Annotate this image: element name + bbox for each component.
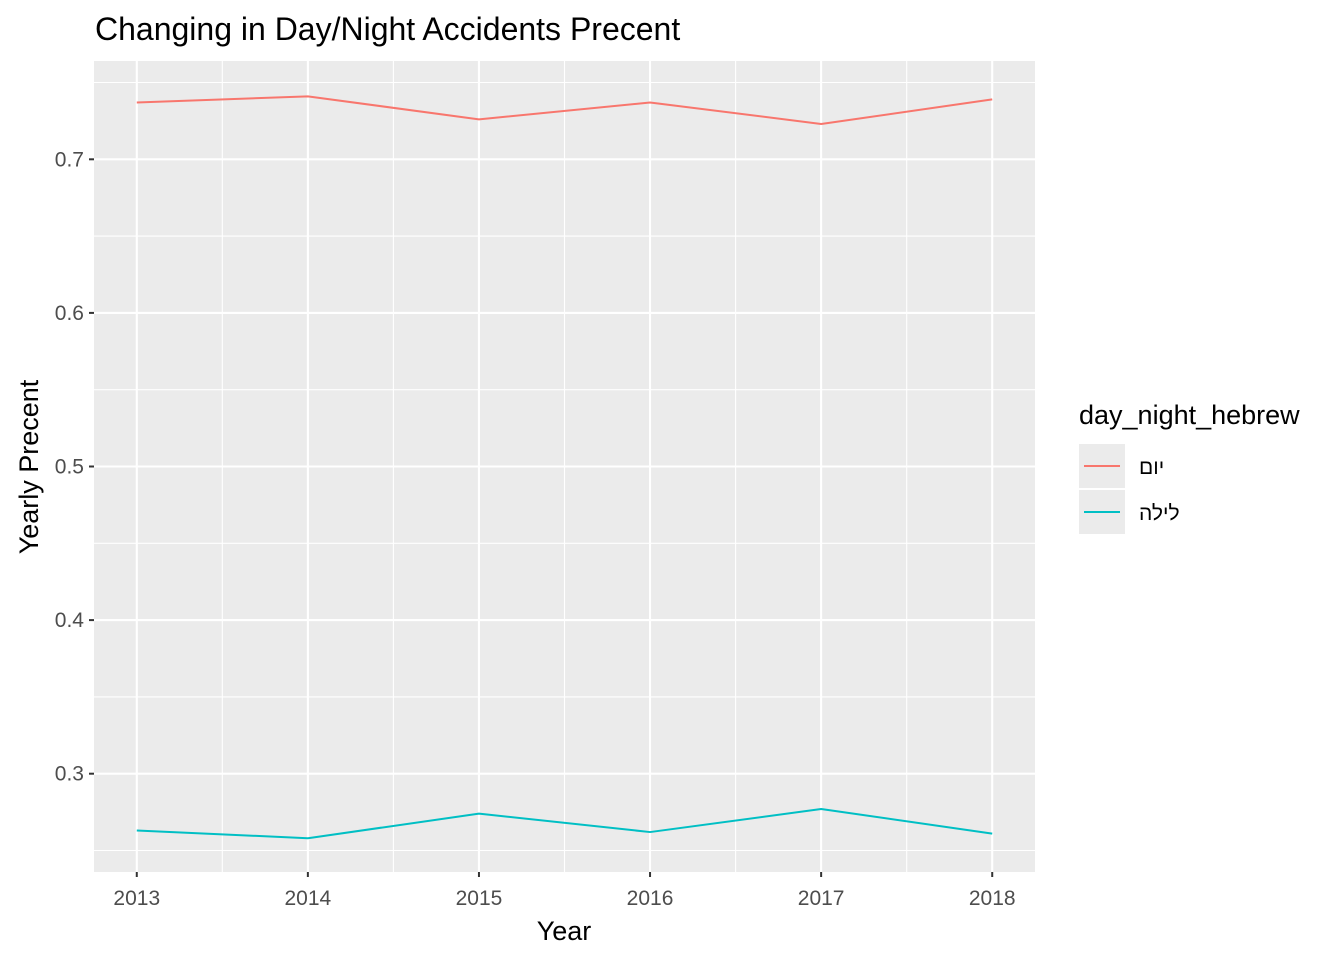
y-tick-label: 0.3 [55,763,84,786]
y-tick-label: 0.4 [55,609,85,632]
x-axis: 2013 2014 2015 2016 2017 2018 [113,872,1016,910]
series-line-1 [136,808,993,840]
y-tick-label: 0.5 [55,456,84,479]
x-tick-label: 2018 [969,887,1016,910]
legend-label: יום [1139,456,1164,479]
x-tick-label: 2016 [627,887,674,910]
y-tick-label: 0.7 [55,148,84,171]
legend-label: לילה [1139,502,1180,525]
grid-layer [94,61,1035,872]
x-tick-label: 2013 [113,887,160,910]
x-tick-label: 2014 [285,887,332,910]
series-layer [136,95,993,840]
series-line-0 [136,95,993,125]
x-tick-label: 2017 [798,887,845,910]
legend-title: day_night_hebrew [1079,400,1300,430]
x-axis-title: Year [537,916,592,946]
y-tick-label: 0.6 [55,302,84,325]
legend-items: יום לילה [1079,444,1180,534]
y-axis-title: Yearly Precent [14,379,44,554]
chart-title: Changing in Day/Night Accidents Precent [95,11,680,47]
legend: day_night_hebrew יום לילה [1079,400,1300,534]
x-tick-label: 2015 [456,887,503,910]
y-axis: 0.3 0.4 0.5 0.6 0.7 [55,148,94,786]
